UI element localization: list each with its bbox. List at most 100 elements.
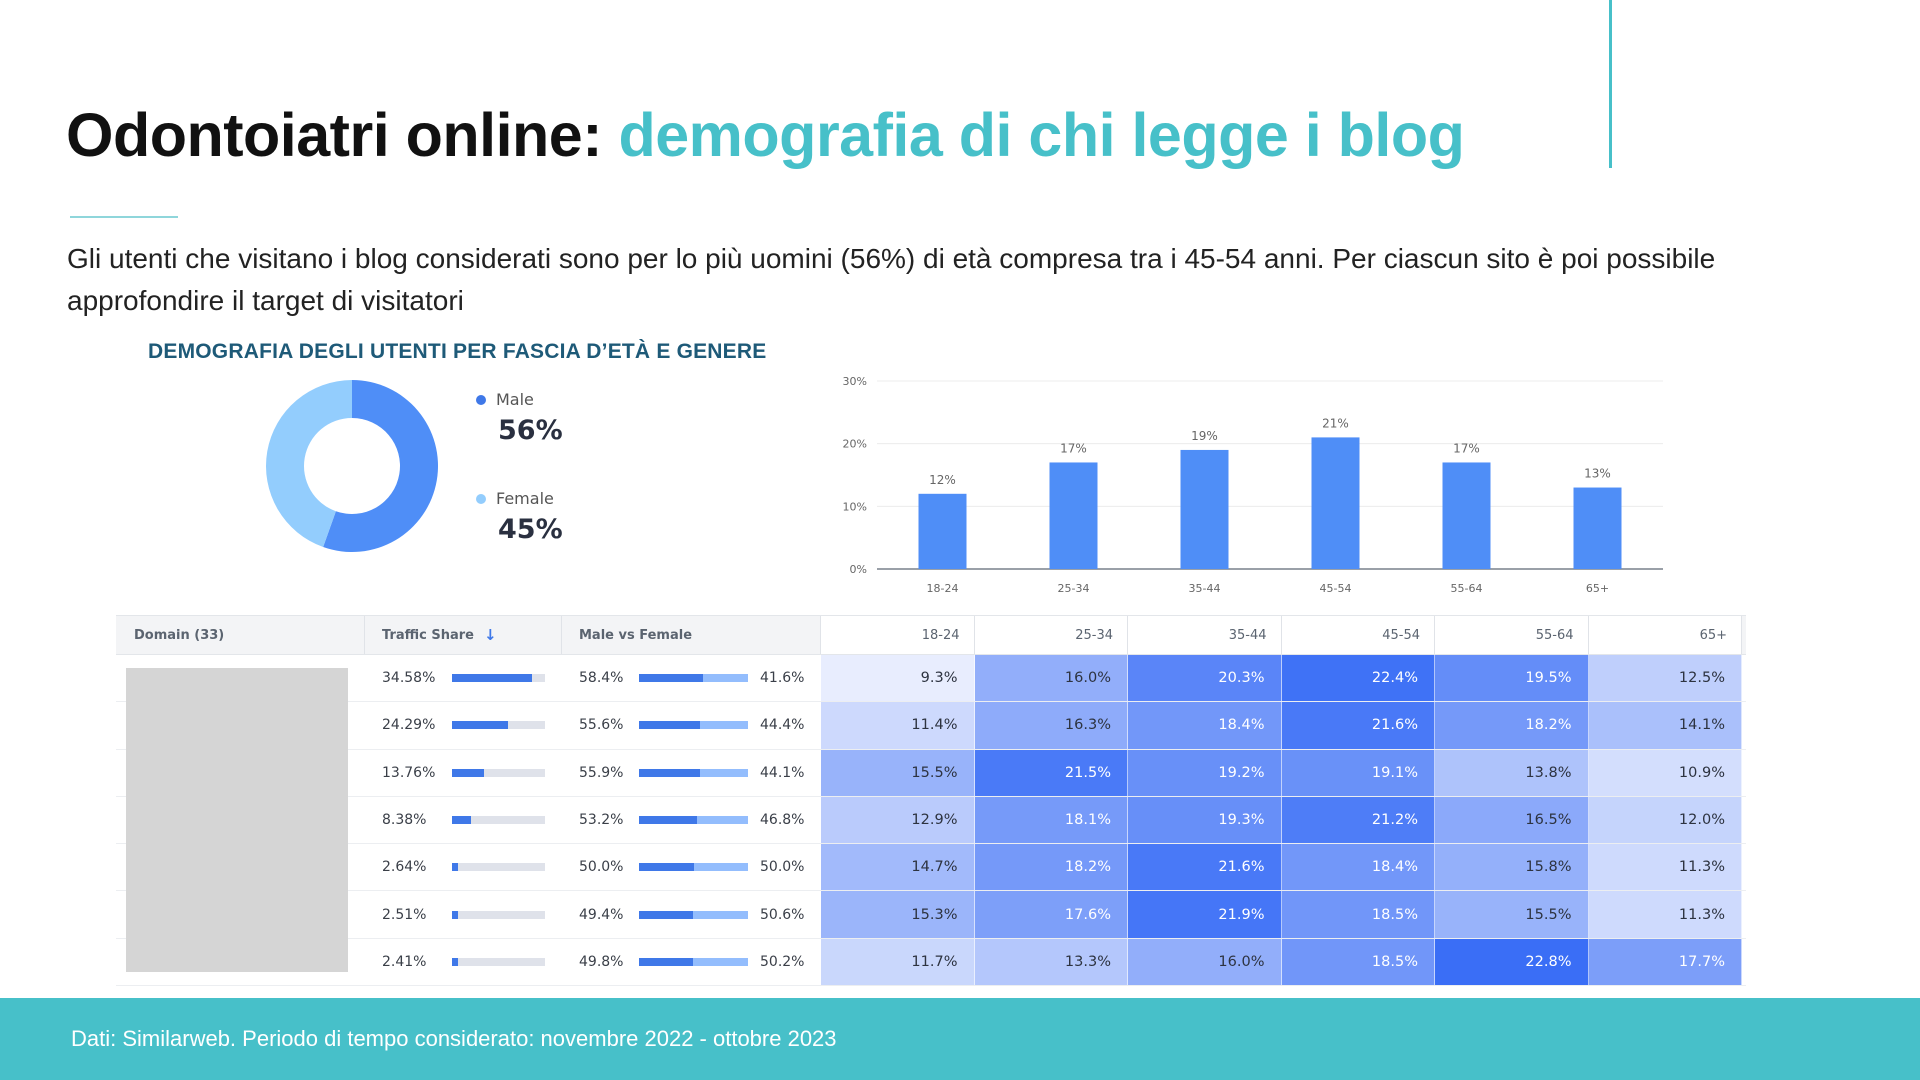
age-share-cell: 10.9% xyxy=(1588,749,1742,796)
title-main: Odontoiatri online: xyxy=(66,101,603,169)
female-value: 50.0% xyxy=(760,859,805,876)
table-row[interactable]: 8.38% 53.2% 46.8% 12.9% 18.1% 19.3% 21.2% 16.5%… xyxy=(116,796,1746,845)
table-row[interactable]: 2.51% 49.4% 50.6% 15.3% 17.6% 21.9% 18.5% 15.5%… xyxy=(116,891,1746,939)
age-share-cell: 16.5% xyxy=(1435,796,1589,844)
female-bar-fill xyxy=(692,910,748,919)
age-share-cell: 18.5% xyxy=(1281,891,1435,938)
age-share-cell: 16.0% xyxy=(1128,938,1282,986)
age-share-cell: 15.5% xyxy=(821,749,975,796)
bar-data-label: 19% xyxy=(1191,429,1218,443)
male-female-cell: 53.2% 46.8% xyxy=(562,797,821,843)
age-bar-chart: 0% 10% 20% 30% 12% 18-24 17% 25-34 19% 35-44 21% 45… xyxy=(843,375,1663,595)
accent-vertical-line xyxy=(1609,0,1612,168)
traffic-cell: 24.29% xyxy=(365,702,562,748)
bar-data-label: 13% xyxy=(1584,467,1611,481)
male-female-bar xyxy=(639,721,748,730)
traffic-bar xyxy=(452,816,545,825)
legend-male-pct: 56% xyxy=(498,415,563,446)
table-row[interactable]: 24.29% 55.6% 44.4% 11.4% 16.3% 18.4% 21.6% 18.2… xyxy=(116,702,1746,750)
table-row[interactable]: 2.64% 50.0% 50.0% 14.7% 18.2% 21.6% 18.4% 15.8%… xyxy=(116,844,1746,892)
age-share-cell: 16.0% xyxy=(974,655,1128,702)
table-row[interactable]: 34.58% 58.4% 41.6% 9.3% 16.0% 20.3% 22.4% 19.5%… xyxy=(116,655,1746,703)
col-age-header[interactable]: 55-64 xyxy=(1435,616,1589,654)
age-share-cell: 11.4% xyxy=(821,702,975,749)
table-body: 34.58% 58.4% 41.6% 9.3% 16.0% 20.3% 22.4% 19.5%… xyxy=(116,655,1746,987)
traffic-value: 2.51% xyxy=(382,906,427,923)
col-age-header[interactable]: 65+ xyxy=(1588,616,1742,654)
bar xyxy=(1573,487,1622,569)
domain-names-redacted xyxy=(126,668,348,972)
domain-table: Domain (33) Traffic Share ↓ Male vs Femal… xyxy=(116,615,1746,987)
legend-male: Male 56% xyxy=(476,390,563,446)
female-bar-fill xyxy=(702,674,748,683)
male-female-bar xyxy=(639,957,748,966)
traffic-bar-fill xyxy=(452,721,509,730)
age-share-cell: 11.7% xyxy=(821,938,975,986)
col-age-header[interactable]: 45-54 xyxy=(1281,616,1435,654)
traffic-bar xyxy=(452,863,545,872)
table-row[interactable]: 13.76% 55.9% 44.1% 15.5% 21.5% 19.2% 19.1% 13.8… xyxy=(116,749,1746,797)
male-female-cell: 50.0% 50.0% xyxy=(562,844,821,890)
traffic-cell: 2.64% xyxy=(365,844,562,890)
female-bar-fill xyxy=(699,721,748,730)
female-value: 50.2% xyxy=(760,953,805,970)
bar xyxy=(918,493,967,569)
table-row[interactable]: 2.41% 49.8% 50.2% 11.7% 13.3% 16.0% 18.5% 22.8%… xyxy=(116,938,1746,987)
col-domain-header[interactable]: Domain (33) xyxy=(116,616,365,654)
age-share-cell: 21.2% xyxy=(1281,796,1435,844)
male-female-bar xyxy=(639,910,748,919)
female-value: 44.4% xyxy=(760,717,805,734)
male-bar-fill xyxy=(639,910,693,919)
age-share-cell: 18.1% xyxy=(974,796,1128,844)
traffic-bar-fill xyxy=(452,910,458,919)
age-share-cell: 21.5% xyxy=(974,749,1128,796)
y-tick-label: 10% xyxy=(843,500,867,513)
male-female-bar xyxy=(639,816,748,825)
male-value: 50.0% xyxy=(579,859,624,876)
female-bar-fill xyxy=(699,768,748,777)
age-share-cell: 14.1% xyxy=(1588,702,1742,749)
traffic-value: 34.58% xyxy=(382,670,436,687)
male-dot-icon xyxy=(476,394,486,405)
traffic-value: 2.64% xyxy=(382,859,427,876)
col-age-header[interactable]: 35-44 xyxy=(1128,616,1282,654)
bar xyxy=(1049,462,1098,569)
col-traffic-header[interactable]: Traffic Share ↓ xyxy=(365,616,562,654)
x-tick-label: 18-24 xyxy=(927,582,959,595)
traffic-cell: 34.58% xyxy=(365,655,562,701)
age-share-cell: 21.6% xyxy=(1128,844,1282,891)
col-traffic-label: Traffic Share xyxy=(382,627,474,643)
donut-slice-male xyxy=(323,380,438,552)
age-share-cell: 18.2% xyxy=(1435,702,1589,749)
male-female-bar xyxy=(639,768,748,777)
age-share-cell: 19.5% xyxy=(1435,655,1589,702)
col-age-header[interactable]: 25-34 xyxy=(974,616,1128,654)
age-share-cell: 15.5% xyxy=(1435,891,1589,938)
female-value: 44.1% xyxy=(760,764,805,781)
male-female-cell: 49.8% 50.2% xyxy=(562,939,821,985)
sort-down-icon[interactable]: ↓ xyxy=(483,626,497,644)
age-share-cell: 22.8% xyxy=(1435,938,1589,986)
col-mvf-header[interactable]: Male vs Female xyxy=(562,616,821,654)
col-age-header[interactable]: 18-24 xyxy=(821,616,975,654)
traffic-bar xyxy=(452,721,545,730)
female-value: 46.8% xyxy=(760,812,805,829)
male-bar-fill xyxy=(639,721,700,730)
y-tick-label: 30% xyxy=(843,375,867,388)
bar-data-label: 17% xyxy=(1453,441,1480,455)
title-underline xyxy=(70,216,178,218)
traffic-bar xyxy=(452,674,545,683)
legend-female-label: Female xyxy=(496,489,554,508)
female-bar-fill xyxy=(693,957,748,966)
table-header: Domain (33) Traffic Share ↓ Male vs Femal… xyxy=(116,616,1746,655)
x-tick-label: 25-34 xyxy=(1058,582,1090,595)
page-title: Odontoiatri online: demografia di chi le… xyxy=(66,100,1465,170)
age-share-cell: 11.3% xyxy=(1588,891,1742,938)
female-dot-icon xyxy=(476,493,486,504)
traffic-bar-fill xyxy=(452,768,484,777)
male-value: 49.8% xyxy=(579,953,624,970)
age-share-cell: 19.3% xyxy=(1128,796,1282,844)
gender-donut-chart xyxy=(266,380,438,552)
bar-data-label: 17% xyxy=(1060,441,1087,455)
male-female-cell: 55.9% 44.1% xyxy=(562,750,821,796)
